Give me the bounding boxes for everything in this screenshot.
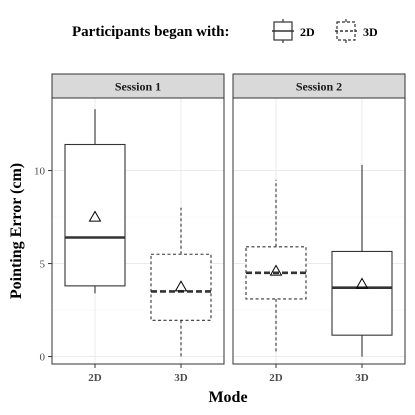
y-axis-ticks: 0 5 10 — [34, 166, 52, 364]
panel-frame-2 — [232, 97, 406, 365]
x-tick-label: 2D — [88, 372, 102, 384]
boxes-session-2 — [245, 164, 393, 357]
x-tick-label: 3D — [174, 372, 188, 384]
box-iqr — [331, 250, 393, 336]
y-axis-label: Pointing Error (cm) — [8, 163, 25, 299]
box-3d-session-1 — [150, 207, 212, 357]
legend-title: Participants began with: — [72, 24, 230, 40]
box-3d-session-2 — [331, 164, 393, 357]
y-tick-label: 0 — [40, 352, 46, 364]
panel-session-1: Session 1 — [51, 73, 225, 365]
panel-session-2: Session 2 — [232, 73, 406, 365]
mean-marker — [355, 277, 369, 289]
box-2d-session-2 — [245, 179, 307, 353]
box-iqr — [64, 143, 126, 287]
legend-key-3d — [335, 19, 357, 43]
panel-title-2: Session 2 — [296, 80, 342, 94]
x-tick-label: 2D — [269, 372, 283, 384]
panel-title-1: Session 1 — [115, 80, 161, 94]
legend-key-2d — [272, 19, 294, 43]
box-2d-session-1 — [64, 109, 126, 294]
mean-marker — [88, 210, 102, 222]
y-tick-label: 5 — [40, 259, 46, 271]
legend-label-2d: 2D — [300, 25, 315, 39]
boxes-session-1 — [64, 109, 212, 357]
mean-marker — [269, 264, 283, 276]
panel-frame-1 — [51, 97, 225, 365]
x-axis-label: Mode — [208, 389, 247, 406]
box-iqr — [150, 253, 212, 321]
legend-label-3d: 3D — [363, 25, 378, 39]
legend: Participants began with: 2D 3D — [72, 19, 378, 43]
mean-marker — [174, 280, 188, 292]
x-tick-label: 3D — [355, 372, 369, 384]
x-axis-ticks: 2D 3D 2D 3D — [88, 364, 369, 384]
y-tick-label: 10 — [34, 166, 46, 178]
